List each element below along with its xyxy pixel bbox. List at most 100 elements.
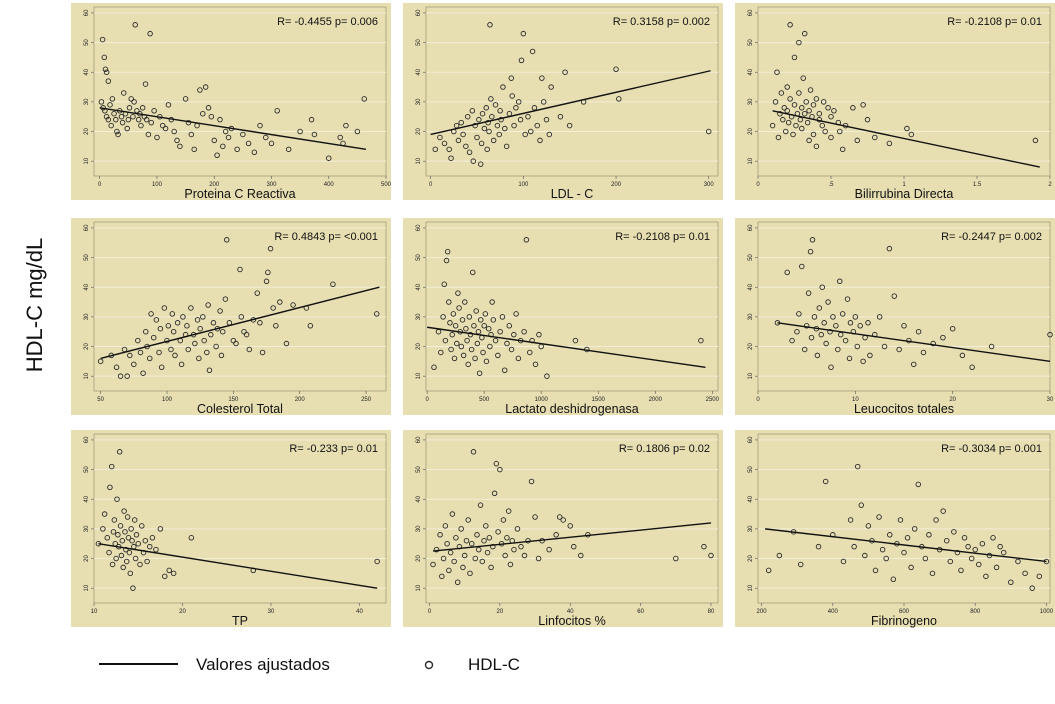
data-point [488,564,494,571]
x-tick-label: 150 [228,397,239,403]
correlation-annotation: R= 0.1806 p= 0.02 [619,443,710,455]
data-point [929,570,936,577]
data-point [1008,579,1014,585]
data-point [784,269,790,276]
data-point [273,323,279,329]
data-point [513,105,519,111]
data-point [949,325,956,332]
data-point [835,346,841,353]
data-point [807,248,814,255]
data-point [485,325,492,332]
y-tick-label: 50 [416,39,422,46]
data-point [844,296,851,302]
data-point [448,155,454,161]
x-tick-label: 1500 [592,397,606,403]
data-point [354,128,361,135]
data-point [489,113,495,120]
data-point [532,361,539,368]
data-point [789,337,795,344]
data-point [101,511,108,517]
y-tick-label: 40 [748,283,754,290]
panel-plot-area [757,433,1051,604]
data-point [522,131,528,138]
data-point [433,546,440,553]
data-point [886,140,893,147]
data-point [972,546,978,553]
data-point [881,343,888,350]
data-point [119,119,126,126]
y-tick-label: 10 [84,157,90,164]
x-tick-label: 300 [266,182,277,188]
y-tick-label: 60 [84,224,90,231]
scatter-panel: 10 20 30 40 50 60 0 10 20 30 R= -0.2447 p= 0.002 Le… [735,218,1055,416]
data-point [509,93,515,99]
y-tick-label: 60 [416,224,422,231]
data-point [100,526,106,532]
data-point [479,110,486,117]
data-point [496,131,502,138]
data-point [240,131,246,138]
data-point [128,96,134,102]
y-axis-label: HDL-C mg/dL [22,238,47,372]
data-point [446,146,452,153]
data-point [865,523,872,529]
x-tick-label: 200 [295,397,306,403]
data-point [527,349,533,356]
data-point [490,317,497,323]
legend: Valores ajustados HDL-C [99,655,520,674]
data-point [159,122,166,129]
data-point [123,546,129,553]
data-point [493,460,500,467]
data-point [476,370,483,376]
x-axis-label: TP [232,614,248,628]
data-point [1029,585,1035,591]
data-point [544,373,550,379]
data-point [494,122,501,129]
data-point [484,146,490,153]
data-point [447,549,454,556]
data-point [815,543,822,550]
data-point [876,514,882,520]
data-point [467,331,474,338]
data-point [444,540,450,547]
data-point [860,358,866,365]
data-point [481,125,488,132]
data-point [307,323,314,329]
fitted-line [765,528,1047,563]
data-point [114,128,120,135]
data-point [135,116,142,123]
y-tick-label: 20 [748,343,754,350]
data-point [197,87,203,93]
scatter-panel: 10 20 30 40 50 60 50 100 150 200 250 R= 0.4843 p= <… [71,218,391,416]
data-point [218,352,225,359]
data-point [527,128,534,135]
data-point [969,364,975,371]
data-point [153,546,159,553]
data-point [546,131,553,138]
data-point [556,514,563,520]
data-point [118,552,125,559]
data-point [799,105,805,111]
data-point [449,511,456,517]
data-point [121,90,127,96]
data-point [465,361,471,368]
data-point [814,352,821,359]
data-point [827,328,833,335]
data-point [107,102,113,108]
data-point [492,102,499,108]
fitted-line [432,522,712,552]
data-point [113,364,120,371]
data-point [115,532,121,538]
data-point [220,143,226,150]
data-point [800,75,807,81]
data-point [456,305,462,311]
data-point [476,546,482,553]
data-point [449,331,455,338]
data-point [274,108,280,114]
y-tick-label: 50 [416,466,422,473]
y-tick-label: 50 [84,466,90,473]
x-tick-label: 300 [704,182,715,188]
data-point [102,66,109,73]
data-point [470,449,477,455]
data-point [237,266,243,273]
